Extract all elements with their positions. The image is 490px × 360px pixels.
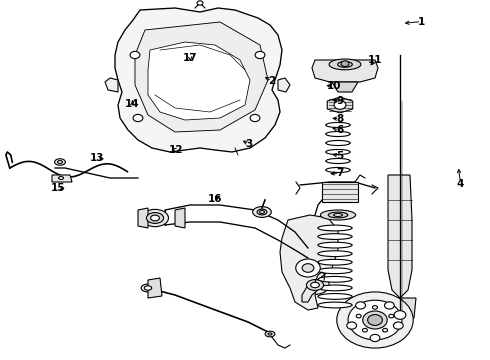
Polygon shape (115, 8, 282, 152)
Circle shape (356, 302, 366, 309)
Ellipse shape (318, 259, 352, 265)
Text: 2: 2 (269, 76, 275, 86)
Circle shape (341, 61, 349, 67)
Circle shape (133, 114, 143, 122)
Circle shape (383, 328, 388, 332)
Text: 9: 9 (336, 96, 343, 106)
Ellipse shape (253, 207, 271, 217)
Circle shape (130, 51, 140, 59)
Circle shape (389, 314, 394, 318)
Ellipse shape (318, 293, 352, 299)
Polygon shape (175, 208, 185, 228)
Circle shape (372, 306, 377, 309)
Circle shape (250, 114, 260, 122)
Text: 15: 15 (50, 183, 65, 193)
Text: 1: 1 (418, 17, 425, 27)
Ellipse shape (326, 149, 350, 154)
Polygon shape (280, 215, 338, 310)
Polygon shape (327, 97, 353, 113)
Ellipse shape (57, 161, 62, 163)
Ellipse shape (320, 210, 356, 220)
Ellipse shape (58, 176, 63, 179)
Polygon shape (148, 278, 162, 298)
Ellipse shape (141, 284, 155, 292)
Ellipse shape (318, 276, 352, 282)
Circle shape (302, 264, 314, 272)
Ellipse shape (318, 268, 352, 274)
Text: 6: 6 (336, 125, 343, 135)
Ellipse shape (334, 213, 343, 216)
Polygon shape (312, 60, 378, 82)
Polygon shape (332, 82, 358, 92)
Ellipse shape (268, 333, 272, 335)
Ellipse shape (147, 213, 164, 224)
Text: 17: 17 (183, 53, 197, 63)
Polygon shape (388, 175, 412, 298)
Polygon shape (322, 182, 358, 202)
Ellipse shape (318, 285, 352, 291)
Circle shape (255, 51, 265, 59)
Ellipse shape (311, 282, 319, 288)
Text: 14: 14 (125, 99, 140, 109)
Polygon shape (138, 208, 148, 228)
Polygon shape (384, 298, 416, 325)
Ellipse shape (318, 234, 352, 239)
Circle shape (347, 322, 357, 329)
Circle shape (197, 1, 203, 5)
Ellipse shape (54, 159, 65, 165)
Polygon shape (302, 282, 320, 302)
Text: 4: 4 (457, 179, 465, 189)
Circle shape (334, 101, 346, 109)
Ellipse shape (326, 167, 350, 172)
Circle shape (296, 259, 320, 277)
Ellipse shape (142, 210, 169, 227)
Ellipse shape (301, 276, 329, 294)
Circle shape (385, 302, 394, 309)
Text: 7: 7 (336, 168, 343, 178)
Text: 3: 3 (245, 139, 252, 149)
Circle shape (356, 314, 361, 318)
Polygon shape (135, 22, 268, 132)
Ellipse shape (318, 225, 352, 231)
Circle shape (393, 322, 403, 329)
Text: 12: 12 (169, 145, 184, 156)
Polygon shape (278, 78, 290, 92)
Circle shape (363, 311, 387, 329)
Circle shape (368, 315, 382, 325)
Text: 8: 8 (336, 114, 343, 124)
Polygon shape (105, 78, 118, 92)
Text: 11: 11 (368, 55, 382, 66)
Polygon shape (148, 42, 250, 120)
Ellipse shape (150, 215, 159, 221)
Ellipse shape (326, 131, 350, 136)
Text: 10: 10 (326, 81, 341, 91)
Ellipse shape (306, 280, 323, 291)
Ellipse shape (326, 122, 350, 127)
Text: 16: 16 (207, 194, 222, 204)
Circle shape (394, 311, 406, 319)
Circle shape (337, 292, 413, 348)
Ellipse shape (318, 251, 352, 257)
Polygon shape (52, 175, 72, 182)
Ellipse shape (260, 211, 265, 213)
Circle shape (370, 334, 380, 342)
Ellipse shape (338, 62, 352, 67)
Ellipse shape (318, 242, 352, 248)
Ellipse shape (265, 331, 275, 337)
Ellipse shape (326, 140, 350, 145)
Ellipse shape (145, 286, 152, 290)
Text: 13: 13 (90, 153, 104, 163)
Circle shape (363, 328, 368, 332)
Ellipse shape (318, 302, 352, 308)
Ellipse shape (326, 158, 350, 163)
Ellipse shape (328, 212, 348, 218)
Circle shape (348, 300, 402, 340)
Text: 5: 5 (336, 150, 343, 161)
Ellipse shape (329, 59, 361, 70)
Ellipse shape (257, 209, 267, 215)
